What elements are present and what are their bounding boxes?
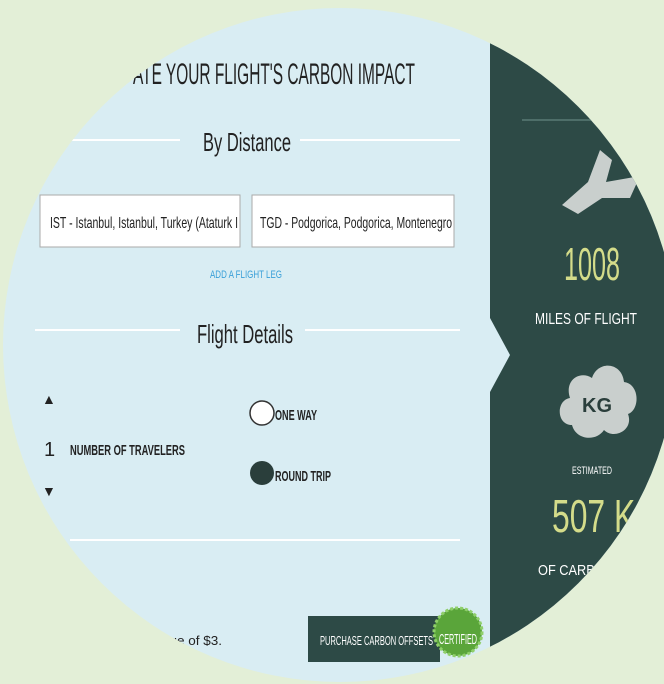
destination-text: TGD - Podgorica, Podgorica, Montenegro	[260, 215, 452, 232]
travelers-count: 1	[44, 439, 55, 461]
miles-value: 1008	[564, 238, 620, 290]
title: ATE YOUR FLIGHT'S CARBON IMPACT	[133, 58, 415, 91]
decrement[interactable]: ▼	[42, 483, 56, 499]
button-label: PURCHASE CARBON OFFSETS	[320, 633, 433, 648]
add-leg-link[interactable]: ADD A FLIGHT LEG	[210, 269, 282, 281]
section-heading: Flight Details	[197, 319, 293, 349]
kg-cloud	[559, 365, 637, 438]
radio-label: ROUND TRIP	[275, 468, 331, 485]
estimated-label: ESTIMATED	[572, 465, 612, 477]
radio-round-trip[interactable]	[250, 461, 274, 485]
origin-input[interactable]	[39, 194, 241, 248]
miles-label: MILES OF FLIGHT	[535, 311, 637, 328]
radio-label: ONE WAY	[275, 407, 317, 424]
certified-badge	[432, 606, 484, 658]
plane-icon	[562, 150, 640, 214]
section-heading: By Distance	[203, 127, 291, 157]
sidebar-arrow	[490, 318, 510, 392]
badge-label: CERTIFIED	[439, 631, 477, 648]
travelers-label: NUMBER OF TRAVELERS	[70, 442, 185, 459]
origin-text: IST - Istanbul, Istanbul, Turkey (Atatur…	[50, 215, 238, 232]
increment[interactable]: ▲	[42, 391, 56, 407]
purchase-button[interactable]	[308, 616, 440, 662]
radio-one-way[interactable]	[249, 400, 275, 426]
kg-label: KG	[582, 395, 612, 417]
destination-input[interactable]	[251, 194, 455, 248]
